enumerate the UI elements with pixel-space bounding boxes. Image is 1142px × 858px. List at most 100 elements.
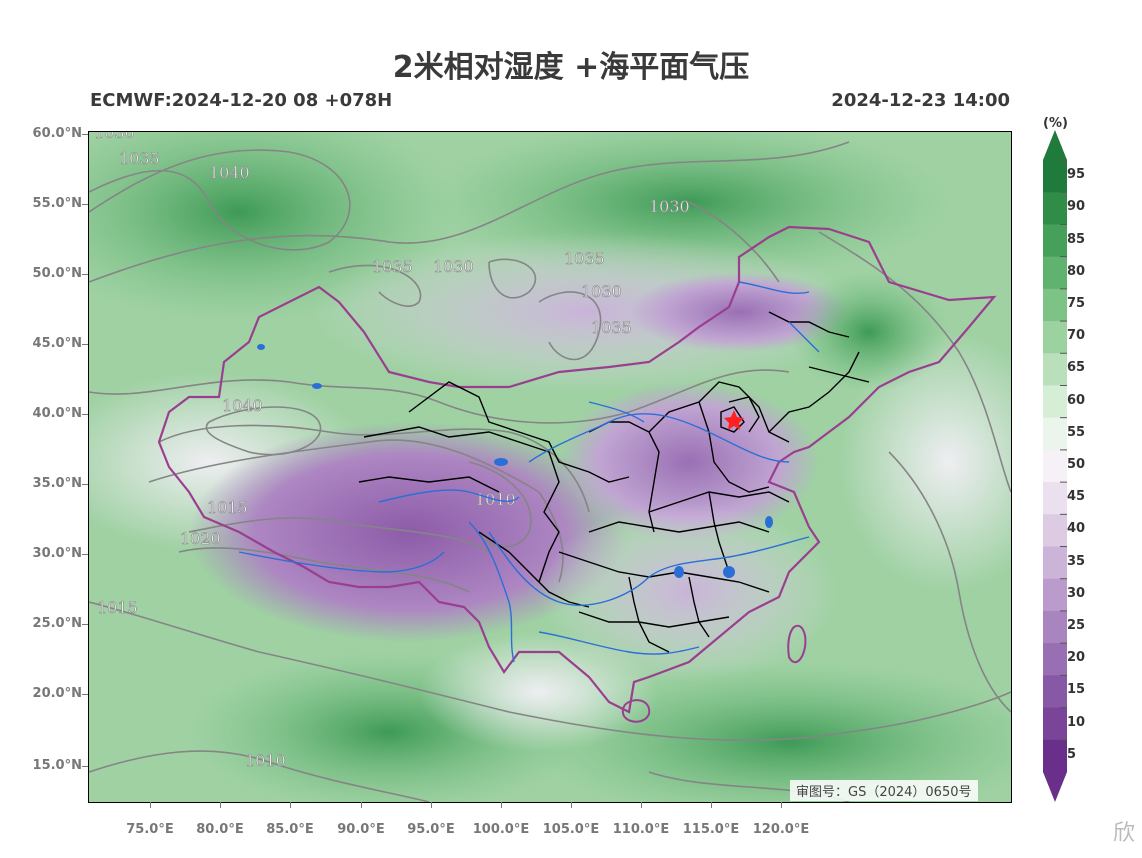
map-area[interactable]: 1030 1035 1040 1035 1030 1035 1030 1030 … xyxy=(88,131,1012,803)
colorbar-segment xyxy=(1043,643,1067,676)
dry-tibet xyxy=(189,422,629,642)
colorbar-segment xyxy=(1043,514,1067,548)
colorbar-top-arrow xyxy=(1043,130,1067,160)
lat-tick xyxy=(82,766,88,767)
colorbar-segment xyxy=(1043,224,1067,258)
colorbar-segment xyxy=(1043,160,1067,193)
colorbar-label: 10 xyxy=(1067,714,1086,730)
lakes xyxy=(257,344,773,578)
colorbar-segment xyxy=(1043,192,1067,225)
colorbar-segment xyxy=(1043,675,1067,709)
humid-northeast xyxy=(789,272,949,392)
lon-tick xyxy=(220,802,221,808)
lat-tick xyxy=(82,624,88,625)
province-boundaries xyxy=(358,311,870,653)
colorbar-label: 90 xyxy=(1067,199,1086,215)
lon-label: 120.0°E xyxy=(752,822,810,837)
colorbar-label: 55 xyxy=(1067,424,1086,440)
colorbar-segment xyxy=(1043,449,1067,483)
isobar-label: 1035 xyxy=(372,257,413,276)
colorbar-label: 80 xyxy=(1067,263,1086,279)
lat-tick xyxy=(82,694,88,695)
isobar-label: 1035 xyxy=(591,318,632,337)
colorbar-segment xyxy=(1043,353,1067,386)
lat-label: 30.0°N xyxy=(32,546,82,561)
map-approval-number: 审图号：GS（2024）0650号 xyxy=(790,780,978,801)
colorbar-label: 15 xyxy=(1067,682,1086,698)
colorbar xyxy=(1043,130,1067,802)
lon-label: 85.0°E xyxy=(266,822,314,837)
lat-tick xyxy=(82,274,88,275)
colorbar-segment xyxy=(1043,739,1067,773)
lat-tick xyxy=(82,134,88,135)
chart-title: 2米相对湿度 +海平面气压 xyxy=(392,50,750,85)
colorbar-segment xyxy=(1043,417,1067,451)
isobar-label: 1035 xyxy=(119,149,160,168)
colorbar-label: 60 xyxy=(1067,392,1086,408)
colorbar-segment xyxy=(1043,256,1067,290)
lat-label: 60.0°N xyxy=(32,126,82,141)
isobar-label: 1030 xyxy=(581,282,622,301)
colorbar-label: 75 xyxy=(1067,295,1086,311)
colorbar-label: 95 xyxy=(1067,167,1086,183)
lon-label: 110.0°E xyxy=(612,822,670,837)
lon-tick xyxy=(150,802,151,808)
lon-label: 105.0°E xyxy=(542,822,600,837)
lat-tick xyxy=(82,554,88,555)
lat-label: 15.0°N xyxy=(32,758,82,773)
dry-central-china xyxy=(539,502,839,682)
colorbar-label: 20 xyxy=(1067,650,1086,666)
colorbar-segment xyxy=(1043,610,1067,644)
colorbar-label: 40 xyxy=(1067,521,1086,537)
rivers xyxy=(238,281,820,663)
colorbar-segment xyxy=(1043,578,1067,612)
isobar-label: 1015 xyxy=(207,498,248,517)
lat-label: 55.0°N xyxy=(32,196,82,211)
lon-tick xyxy=(571,802,572,808)
isobar-label: 1035 xyxy=(564,249,605,268)
lon-label: 90.0°E xyxy=(337,822,385,837)
isobar-label: 1030 xyxy=(649,197,690,216)
lon-label: 100.0°E xyxy=(472,822,530,837)
colorbar-segment xyxy=(1043,288,1067,322)
isobar-label: 1030 xyxy=(433,257,474,276)
isobar-labels: 1030 1035 1040 1035 1030 1035 1030 1030 … xyxy=(94,132,690,770)
lon-tick xyxy=(501,802,502,808)
isobar-label: 1015 xyxy=(97,598,138,617)
lat-label: 45.0°N xyxy=(32,336,82,351)
lon-label: 95.0°E xyxy=(407,822,455,837)
location-star-marker xyxy=(724,410,744,430)
taiwan-outline xyxy=(787,624,807,664)
colorbar-label: 35 xyxy=(1067,553,1086,569)
colorbar-segment xyxy=(1043,321,1067,354)
lon-tick xyxy=(431,802,432,808)
yellow-sea-region xyxy=(839,332,1011,592)
isobar-label: 1040 xyxy=(209,163,250,182)
lon-tick xyxy=(361,802,362,808)
lon-label: 80.0°E xyxy=(196,822,244,837)
colorbar-bottom-arrow xyxy=(1043,772,1067,802)
colorbar-segment xyxy=(1043,546,1067,580)
lat-tick xyxy=(82,414,88,415)
isobar-label: 1040 xyxy=(222,396,263,415)
lon-tick xyxy=(711,802,712,808)
hainan-outline xyxy=(621,699,651,723)
lat-label: 35.0°N xyxy=(32,476,82,491)
colorbar-label: 45 xyxy=(1067,489,1086,505)
lon-label: 75.0°E xyxy=(126,822,174,837)
valid-time-label: 2024-12-23 14:00 xyxy=(831,90,1010,111)
lat-tick xyxy=(82,204,88,205)
lon-label: 115.0°E xyxy=(682,822,740,837)
isobar-label: 1020 xyxy=(180,529,221,548)
colorbar-segment xyxy=(1043,707,1067,741)
dry-indochina xyxy=(419,632,659,752)
colorbar-label: 85 xyxy=(1067,231,1086,247)
map-canvas: 1030 1035 1040 1035 1030 1035 1030 1030 … xyxy=(89,132,1011,802)
isobar-label: 1010 xyxy=(245,751,286,770)
colorbar-label: 50 xyxy=(1067,457,1086,472)
isobar-label: 1030 xyxy=(94,132,135,142)
lat-label: 25.0°N xyxy=(32,616,82,631)
colorbar-label: 70 xyxy=(1067,328,1086,344)
colorbar-label: 5 xyxy=(1067,746,1077,762)
lon-tick xyxy=(641,802,642,808)
